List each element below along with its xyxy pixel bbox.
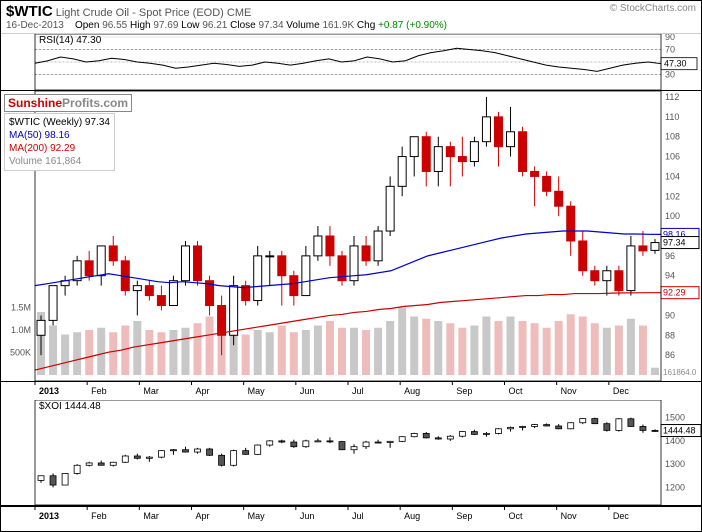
main-legend: $WTIC (Weekly) 97.34 MA(50) 98.16 MA(200…	[4, 113, 115, 171]
svg-text:Dec: Dec	[613, 386, 630, 396]
svg-text:Jul: Jul	[352, 511, 364, 521]
svg-text:Apr: Apr	[196, 511, 210, 521]
exchange: CME	[227, 7, 251, 19]
svg-text:1400: 1400	[665, 436, 685, 446]
svg-text:Feb: Feb	[91, 386, 107, 396]
legend-vol: Volume 161,864	[9, 155, 110, 168]
xoi-legend: $XOI 1444.48	[39, 401, 101, 412]
svg-text:Apr: Apr	[196, 386, 210, 396]
legend-ticker: $WTIC (Weekly) 97.34	[9, 116, 110, 129]
chart-header: © StockCharts.com $WTIC Light Crude Oil …	[1, 1, 701, 34]
svg-text:Jul: Jul	[352, 386, 364, 396]
rsi-legend: RSI(14) 47.30	[39, 35, 101, 46]
svg-text:104: 104	[665, 171, 680, 181]
svg-text:30: 30	[665, 70, 675, 80]
svg-text:70: 70	[665, 45, 675, 55]
chg-val: +0.87 (+0.90%)	[378, 20, 447, 31]
chart-date: 16-Dec-2013	[6, 20, 64, 31]
ticker-symbol: $WTIC	[6, 3, 53, 20]
vol-val: 161.9K	[322, 20, 354, 31]
svg-text:110: 110	[665, 112, 679, 122]
chg-label: Chg	[357, 20, 375, 31]
svg-text:1500: 1500	[665, 413, 685, 423]
svg-text:May: May	[248, 386, 266, 396]
svg-text:1200: 1200	[665, 482, 685, 492]
svg-text:102: 102	[665, 191, 680, 201]
open-val: 96.55	[102, 20, 127, 31]
close-label: Close	[230, 20, 256, 31]
svg-text:1.0M: 1.0M	[11, 325, 31, 335]
svg-text:97.34: 97.34	[663, 238, 686, 248]
svg-text:112: 112	[665, 92, 679, 102]
svg-text:94: 94	[665, 271, 675, 281]
svg-text:106: 106	[665, 152, 680, 162]
svg-text:1444.48: 1444.48	[663, 426, 696, 436]
svg-text:Oct: Oct	[509, 511, 524, 521]
svg-text:96: 96	[665, 251, 675, 261]
svg-text:Dec: Dec	[613, 511, 630, 521]
vol-label: Volume	[286, 20, 319, 31]
watermark: SunshineProfits.com	[4, 94, 132, 112]
svg-text:108: 108	[665, 132, 680, 142]
svg-text:Nov: Nov	[561, 511, 578, 521]
svg-text:161864.0: 161864.0	[663, 368, 697, 377]
main-panel: SunshineProfits.com $WTIC (Weekly) 97.34…	[1, 91, 701, 382]
svg-text:90: 90	[665, 34, 675, 42]
svg-text:100: 100	[665, 211, 680, 221]
svg-text:Jun: Jun	[300, 511, 315, 521]
svg-text:Aug: Aug	[404, 511, 420, 521]
ticker-description: Light Crude Oil - Spot Price (EOD)	[56, 7, 224, 19]
svg-text:Sep: Sep	[456, 511, 472, 521]
svg-text:90: 90	[665, 310, 675, 320]
close-val: 97.34	[258, 20, 283, 31]
xoi-xaxis: 2013 Feb Mar Apr May Jun Jul Aug Sep Oct Nov Dec	[1, 506, 701, 524]
svg-text:500K: 500K	[10, 348, 31, 358]
legend-ma50: MA(50) 98.16	[9, 129, 110, 142]
legend-ma200: MA(200) 92.29	[9, 142, 110, 155]
svg-text:86: 86	[665, 350, 675, 360]
attribution: © StockCharts.com	[610, 3, 696, 14]
svg-text:Feb: Feb	[91, 511, 107, 521]
svg-text:88: 88	[665, 330, 675, 340]
svg-text:Nov: Nov	[561, 386, 578, 396]
svg-text:Oct: Oct	[509, 386, 524, 396]
chart-container: © StockCharts.com $WTIC Light Crude Oil …	[0, 0, 702, 532]
svg-text:Aug: Aug	[404, 386, 420, 396]
svg-text:1300: 1300	[665, 459, 685, 469]
svg-text:2013: 2013	[39, 386, 59, 396]
svg-text:Sep: Sep	[456, 386, 472, 396]
xoi-panel: $XOI 1444.48 1200 1300 1400 1500 1444.48	[1, 400, 701, 506]
watermark-p1: Sunshine	[8, 96, 62, 110]
svg-text:1.5M: 1.5M	[11, 303, 31, 313]
high-val: 97.69	[153, 20, 178, 31]
low-val: 96.21	[202, 20, 227, 31]
svg-text:Mar: Mar	[143, 386, 159, 396]
low-label: Low	[181, 20, 199, 31]
rsi-panel: 3050709047.30 RSI(14) 47.30	[1, 34, 701, 91]
svg-text:Jun: Jun	[300, 386, 315, 396]
watermark-p2: Profits.com	[62, 96, 128, 110]
main-xaxis: 2013 Feb Mar Apr May Jun Jul Aug Sep Oct Nov Dec	[1, 382, 701, 400]
svg-text:2013: 2013	[39, 511, 59, 521]
high-label: High	[130, 20, 151, 31]
svg-text:Mar: Mar	[143, 511, 159, 521]
svg-text:47.30: 47.30	[664, 59, 687, 69]
open-label: Open	[75, 20, 99, 31]
svg-text:92.29: 92.29	[663, 288, 686, 298]
svg-text:May: May	[248, 511, 266, 521]
